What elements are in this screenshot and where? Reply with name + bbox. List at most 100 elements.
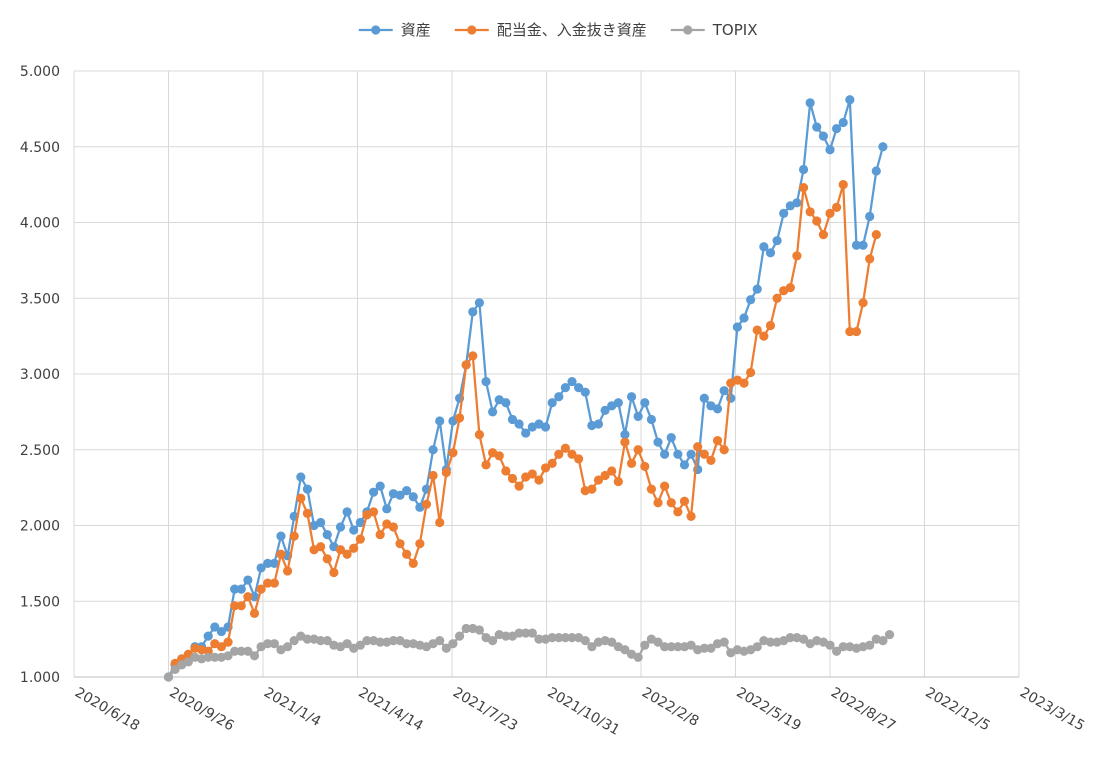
data-point: [686, 511, 696, 522]
data-point: [547, 398, 557, 408]
data-point: [832, 123, 842, 134]
data-point: [256, 563, 266, 573]
data-point: [620, 437, 630, 447]
data-point: [163, 672, 174, 682]
data-point: [269, 639, 279, 649]
y-tick-label: 2.500: [20, 443, 60, 459]
data-point: [818, 131, 828, 141]
data-point: [183, 657, 193, 667]
data-point: [666, 498, 676, 508]
data-point: [845, 326, 855, 337]
data-point: [408, 492, 418, 502]
data-point: [474, 298, 485, 308]
data-point: [772, 293, 782, 303]
data-point: [474, 430, 485, 440]
y-tick-label: 3.000: [20, 367, 60, 383]
data-point: [223, 637, 233, 647]
data-point: [402, 486, 412, 496]
data-point: [858, 240, 868, 250]
data-point: [626, 458, 637, 468]
data-point: [435, 636, 445, 646]
data-point: [316, 636, 326, 646]
data-point: [342, 507, 352, 517]
data-point: [832, 202, 842, 212]
data-point: [712, 404, 723, 414]
legend-marker: [467, 25, 477, 35]
data-point: [454, 413, 465, 423]
data-point: [640, 461, 650, 472]
data-point: [719, 445, 729, 455]
data-point: [759, 242, 769, 252]
data-point: [633, 652, 643, 662]
data-point: [501, 631, 511, 641]
data-point: [574, 454, 584, 464]
data-point: [646, 414, 656, 425]
data-point: [527, 628, 537, 638]
legend-item: 配当金、入金抜き資産: [454, 21, 647, 39]
data-point: [574, 383, 584, 393]
data-point: [699, 643, 709, 653]
data-point: [494, 451, 504, 461]
data-point: [765, 248, 776, 258]
legend-item: 資産: [358, 21, 431, 39]
data-point: [699, 449, 709, 459]
data-point: [600, 405, 610, 415]
data-point: [408, 558, 418, 568]
data-point: [759, 331, 769, 341]
y-tick-label: 4.500: [20, 140, 60, 156]
data-point: [673, 449, 683, 459]
data-point: [223, 651, 233, 661]
legend-marker: [683, 25, 693, 35]
data-point: [428, 470, 438, 481]
data-point: [296, 472, 306, 482]
data-point: [282, 566, 293, 576]
data-point: [395, 490, 405, 500]
data-point: [468, 351, 478, 361]
x-tick-label: 2021/4/14: [356, 685, 426, 735]
data-point: [243, 592, 253, 602]
data-point: [527, 469, 537, 479]
data-point: [534, 475, 544, 485]
data-point: [607, 637, 617, 647]
data-point: [368, 507, 379, 517]
data-point: [818, 230, 828, 240]
data-point: [316, 517, 326, 528]
data-point: [693, 442, 703, 452]
series-line: [167, 98, 885, 678]
x-tick-label: 2022/12/5: [923, 685, 993, 735]
data-point: [342, 549, 352, 559]
data-point: [792, 198, 802, 208]
data-point: [329, 567, 339, 578]
data-point: [441, 643, 451, 653]
data-point: [752, 642, 762, 652]
data-point: [613, 476, 623, 487]
series-3: [163, 623, 895, 682]
data-point: [587, 642, 597, 652]
data-point: [388, 522, 399, 532]
x-tick-label: 2021/10/31: [545, 685, 623, 739]
data-point: [620, 645, 630, 655]
data-point: [560, 383, 571, 393]
data-point: [706, 643, 716, 653]
data-point: [302, 508, 313, 518]
data-point: [732, 322, 742, 332]
data-point: [448, 448, 458, 458]
data-point: [540, 463, 551, 473]
data-point: [785, 283, 795, 293]
data-point: [461, 360, 471, 370]
data-point: [507, 414, 518, 425]
gridlines: [73, 70, 1020, 678]
data-point: [871, 166, 881, 176]
data-point: [249, 592, 260, 602]
data-point: [342, 639, 352, 649]
data-point: [289, 636, 299, 646]
data-point: [349, 525, 359, 535]
data-point: [547, 458, 557, 468]
data-point: [236, 584, 246, 594]
data-point: [851, 326, 862, 337]
data-point: [779, 208, 789, 219]
data-point: [679, 460, 690, 470]
data-point: [210, 622, 220, 632]
legend-marker: [371, 25, 381, 35]
data-point: [415, 539, 425, 549]
